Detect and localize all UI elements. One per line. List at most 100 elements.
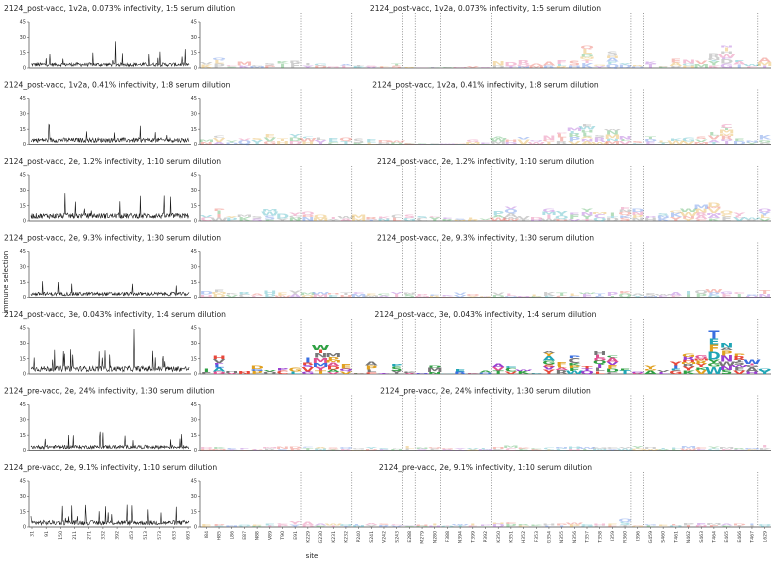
logo-stack: VK xyxy=(225,293,239,298)
logo-stack: WRS xyxy=(591,135,609,146)
logo-letter: Q xyxy=(428,447,442,449)
logo-letter: T xyxy=(759,289,771,295)
logo-letter: R xyxy=(708,53,721,60)
logo-stack: RE xyxy=(441,218,454,222)
logo-letter: P xyxy=(746,449,759,451)
logo-letter: M xyxy=(528,65,544,69)
logo-stack: VV xyxy=(454,292,468,299)
logo-letter: C xyxy=(721,213,733,217)
logo-letter: E xyxy=(658,525,669,527)
logo-stack: QR xyxy=(631,65,645,69)
logo-letter: L xyxy=(341,65,352,69)
logo-letter: M xyxy=(693,141,709,145)
logo-stack: FS xyxy=(378,448,390,451)
logo-stack: YI xyxy=(301,62,315,69)
logo-letter: H xyxy=(441,297,455,298)
logo-letter: A xyxy=(378,66,391,67)
logo-letter: Q xyxy=(339,138,353,143)
selection-line xyxy=(30,281,190,297)
logo-stack: LQ xyxy=(758,523,772,527)
logo-stack: LV xyxy=(657,369,670,374)
logo-letter: E xyxy=(328,294,339,299)
logo-stack: DE xyxy=(733,138,747,146)
logo-letter: Q xyxy=(631,372,645,374)
logo-letter: L xyxy=(569,130,580,134)
logo-letter: M xyxy=(718,447,734,450)
logo-letter: I xyxy=(457,525,463,528)
logo-stack: DD xyxy=(529,216,543,221)
panel-1: 2124_post-vacc, 1v2a, 0.41% infectivity,… xyxy=(4,81,772,149)
logo-stack: CK xyxy=(530,525,544,528)
logo-letter: A xyxy=(670,292,684,297)
logo-letter: A xyxy=(543,355,556,362)
logo-letter: R xyxy=(289,60,302,64)
logo-letter: R xyxy=(746,294,759,296)
logo-letter: M xyxy=(465,141,481,145)
logo-letter: W xyxy=(743,217,761,220)
logo-letter: I xyxy=(546,141,552,146)
logo-letter: Q xyxy=(237,139,251,146)
logo-letter: M xyxy=(592,447,608,449)
logo-stack: YY xyxy=(288,520,302,528)
logo-letter: D xyxy=(301,524,315,527)
logo-stack: QK xyxy=(618,291,632,299)
logo-stack: YKG xyxy=(669,210,683,222)
logo-letter: S xyxy=(657,212,669,216)
logo-stack: RL xyxy=(467,217,480,221)
logo-stack: YC xyxy=(427,215,440,222)
logo-letter: R xyxy=(568,133,582,139)
logo-stack: LL xyxy=(671,447,682,451)
logo-letter: R xyxy=(428,295,441,298)
logo-letter: M xyxy=(262,208,278,213)
logo-stack: NDQ xyxy=(301,211,315,222)
logo-letter: G xyxy=(466,67,479,68)
logo-letter: L xyxy=(595,367,606,372)
logo-letter: Q xyxy=(352,373,366,374)
logo-letter: A xyxy=(543,351,556,354)
y-tick-label: 45 xyxy=(191,249,197,255)
logo-stack: RA xyxy=(543,61,556,69)
logo-letter: R xyxy=(251,526,264,528)
logo-letter: K xyxy=(657,217,671,222)
logo-letter: N xyxy=(555,447,569,449)
logo-letter: K xyxy=(530,525,544,527)
logo-stack: NL xyxy=(428,67,442,68)
logo-stack: HS xyxy=(568,59,582,69)
logo-letter: V xyxy=(517,138,530,146)
logo-letter: I xyxy=(597,363,603,369)
logo-letter: N xyxy=(694,524,708,528)
logo-letter: W xyxy=(680,211,699,217)
logo-stack: VQE xyxy=(339,362,353,375)
logo-stack: GPW xyxy=(705,289,723,299)
logo-letter: V xyxy=(492,292,506,296)
logo-letter: I xyxy=(609,296,615,298)
logo-stack: QV xyxy=(263,369,277,374)
y-tick-label: 15 xyxy=(191,509,197,515)
logo-letter: F xyxy=(620,206,631,210)
logo-stack: KI xyxy=(758,445,772,452)
logo-letter: P xyxy=(644,215,657,219)
logo-stack: RE xyxy=(454,368,467,375)
logo-letter: A xyxy=(314,447,327,449)
logo-stack: FI xyxy=(467,523,478,527)
logo-letter: V xyxy=(657,449,670,451)
logo-letter: W xyxy=(502,218,520,222)
logo-letter: A xyxy=(606,57,620,63)
logo-letter: R xyxy=(555,141,568,146)
logo-letter: K xyxy=(276,60,290,65)
logo-letter: G xyxy=(631,525,644,527)
logo-letter: E xyxy=(670,58,681,64)
logo-stack: CA xyxy=(251,293,264,298)
logo-letter: S xyxy=(657,66,669,67)
logo-letter: M xyxy=(211,449,227,451)
logo-letter: V xyxy=(758,217,772,222)
logo-letter: I xyxy=(736,525,742,527)
x-tick-label: 513 xyxy=(143,531,149,540)
logo-letter: S xyxy=(353,137,365,144)
logo-letter: V xyxy=(466,448,479,450)
logo-stack: MK xyxy=(211,447,227,451)
logo-letter: T xyxy=(620,524,631,528)
y-tick-label: 45 xyxy=(20,173,26,179)
